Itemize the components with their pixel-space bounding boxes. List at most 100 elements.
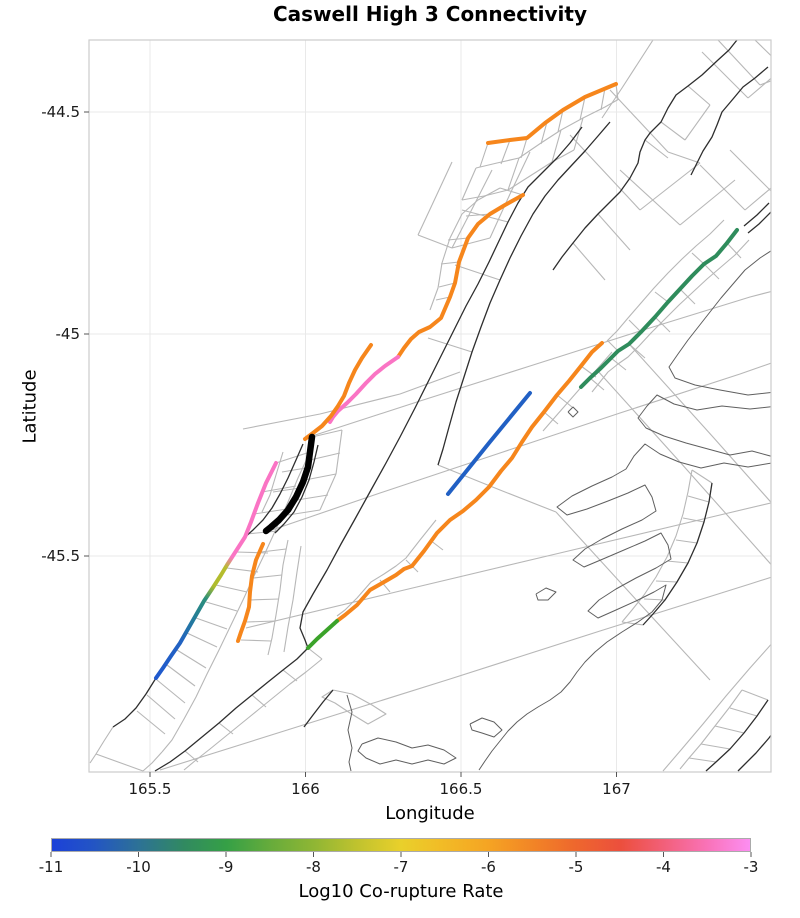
rupture-orange-central-short bbox=[303, 343, 373, 441]
fault-section-line bbox=[654, 316, 671, 333]
coastline-path bbox=[469, 717, 503, 738]
fault-section-line bbox=[601, 40, 654, 119]
coastline-path bbox=[346, 694, 353, 772]
fault-section-line bbox=[251, 694, 267, 708]
rupture-graded-multicolor bbox=[154, 461, 278, 680]
fault-section-line bbox=[166, 664, 196, 687]
fault-section-line bbox=[520, 137, 528, 159]
fault-section-line bbox=[245, 530, 279, 535]
fault-section-line bbox=[729, 707, 758, 717]
fault-section-line bbox=[543, 411, 559, 425]
fault-trace-line bbox=[552, 40, 738, 271]
fault-section-line bbox=[89, 726, 114, 764]
fault-section-line bbox=[629, 344, 771, 504]
fault-section-line bbox=[551, 129, 562, 163]
fault-section-line bbox=[655, 580, 678, 583]
fault-section-line bbox=[662, 643, 771, 772]
fault-section-line bbox=[240, 639, 272, 642]
chart-title: Caswell High 3 Connectivity bbox=[272, 2, 587, 26]
x-axis-label: Longitude bbox=[385, 803, 475, 824]
fault-section-line bbox=[475, 98, 620, 169]
fault-section-line bbox=[555, 511, 711, 681]
fault-section-line bbox=[195, 617, 228, 630]
fault-section-line bbox=[729, 149, 771, 192]
fault-section-line bbox=[688, 757, 717, 763]
fault-section-line bbox=[759, 80, 771, 86]
fault-section-line bbox=[417, 204, 433, 236]
fault-section-line bbox=[429, 187, 501, 311]
fault-section-line bbox=[609, 89, 669, 153]
colorbar-tick-label: -11 bbox=[38, 858, 64, 876]
fault-trace-line bbox=[747, 211, 771, 234]
fault-section-line bbox=[311, 429, 343, 438]
fault-lines bbox=[112, 40, 771, 772]
colorbar-gradient bbox=[51, 838, 751, 852]
fault-section-line bbox=[591, 239, 750, 393]
fault-section-line bbox=[489, 193, 511, 239]
fault-section-line bbox=[246, 620, 276, 623]
grid bbox=[89, 40, 771, 772]
plot-area bbox=[89, 40, 800, 772]
rupture-pink-central bbox=[328, 355, 400, 424]
fault-trace-line bbox=[303, 689, 334, 728]
coastline-path bbox=[478, 250, 771, 771]
y-tick-label: -44.5 bbox=[41, 103, 80, 121]
fault-section-line bbox=[610, 357, 627, 371]
fault-section-line bbox=[675, 539, 698, 544]
fault-section-line bbox=[249, 598, 280, 601]
fault-section-line bbox=[205, 601, 238, 612]
fault-section-line bbox=[95, 753, 144, 772]
rupture-source-black bbox=[262, 433, 316, 535]
fault-section-line bbox=[215, 584, 248, 593]
fault-section-line bbox=[500, 139, 511, 165]
y-tick-label: -45.5 bbox=[41, 547, 80, 565]
rupture-orange-upper-central bbox=[396, 193, 525, 359]
fault-section-line bbox=[305, 290, 771, 439]
fault-section-line bbox=[321, 689, 387, 725]
fault-trace-line bbox=[642, 482, 713, 626]
fault-section-line bbox=[701, 51, 749, 99]
fault-section-line bbox=[714, 725, 745, 734]
fault-trace-line bbox=[154, 647, 309, 772]
fault-section-line bbox=[159, 576, 771, 771]
fault-section-line bbox=[242, 371, 461, 430]
fault-section-line bbox=[628, 319, 642, 333]
fault-section-line bbox=[184, 750, 199, 763]
fault-section-line bbox=[556, 394, 573, 408]
fault-section-line bbox=[654, 291, 669, 303]
fault-section-line bbox=[540, 121, 548, 145]
fault-section-line bbox=[772, 178, 800, 192]
fault-section-line bbox=[726, 242, 742, 259]
fault-section-line bbox=[600, 87, 606, 111]
fault-section-line bbox=[156, 679, 186, 704]
fault-section-line bbox=[431, 161, 453, 206]
fault-trace-line bbox=[737, 734, 771, 772]
rupture-orange-left-short bbox=[236, 542, 265, 643]
fault-section-line bbox=[684, 104, 711, 141]
fault-section-line bbox=[253, 508, 288, 515]
coastline-path bbox=[535, 587, 557, 601]
fault-section-line bbox=[667, 151, 701, 164]
fault-section-line bbox=[447, 237, 469, 241]
fault-section-line bbox=[427, 337, 473, 353]
fault-section-line bbox=[744, 187, 771, 211]
fault-trace-line bbox=[274, 444, 319, 534]
x-tick-label: 165.5 bbox=[128, 780, 172, 798]
fault-section-line bbox=[146, 694, 176, 720]
fault-section-line bbox=[700, 743, 731, 750]
colorbar-tick-label: -9 bbox=[218, 858, 234, 876]
fault-section-line bbox=[687, 85, 711, 106]
fault-section-line bbox=[607, 340, 619, 352]
fault-section-line bbox=[606, 219, 725, 342]
fault-section-line bbox=[136, 710, 166, 735]
fault-section-line bbox=[461, 167, 477, 201]
fault-trace-line bbox=[743, 202, 770, 227]
fault-section-line bbox=[619, 169, 681, 226]
rupture-lines bbox=[154, 82, 739, 680]
rupture-orange-long bbox=[335, 341, 604, 623]
fault-section-line bbox=[296, 494, 329, 501]
fault-section-line bbox=[509, 151, 531, 195]
fault-section-line bbox=[304, 473, 337, 481]
fault-section-line bbox=[235, 551, 269, 554]
fault-section-line bbox=[589, 377, 605, 391]
